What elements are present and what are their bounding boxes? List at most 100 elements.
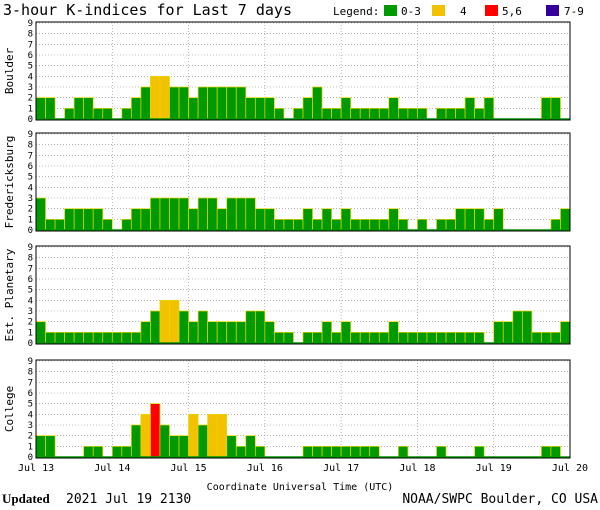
y-tick-label: 4 <box>28 296 33 306</box>
bar <box>331 445 342 458</box>
panel-frame <box>35 245 571 345</box>
bar <box>264 208 275 231</box>
bar <box>150 310 161 344</box>
x-tick-label: Jul 17 <box>323 463 359 474</box>
bar <box>235 445 247 458</box>
bar <box>178 310 189 344</box>
bar <box>131 331 142 344</box>
bar <box>417 107 428 120</box>
bar <box>474 107 485 120</box>
bar <box>197 86 208 120</box>
bar <box>235 321 247 344</box>
y-tick-label: 5 <box>28 173 33 183</box>
legend-item-4: 4 <box>460 5 467 18</box>
bar <box>245 310 256 344</box>
bar <box>102 107 113 120</box>
bar <box>378 107 390 120</box>
bar <box>398 445 409 458</box>
bar <box>111 445 123 458</box>
bar <box>550 445 561 458</box>
bar <box>83 208 94 231</box>
bar <box>121 445 132 458</box>
y-tick-label: 8 <box>28 368 33 378</box>
bar <box>464 331 475 344</box>
bar <box>216 413 228 458</box>
bar <box>245 435 256 458</box>
bar <box>226 197 237 231</box>
x-tick-label: Jul 16 <box>247 463 283 474</box>
bar <box>350 107 361 120</box>
y-tick-label: 3 <box>28 83 33 93</box>
bar <box>254 445 266 458</box>
credit: NOAA/SWPC Boulder, CO USA <box>402 492 598 507</box>
legend-item-0-3: 0-3 <box>401 5 421 18</box>
bar <box>331 107 342 120</box>
bar <box>417 218 428 231</box>
bar <box>92 331 104 344</box>
bar <box>92 107 104 120</box>
bar <box>150 197 161 231</box>
bar <box>226 321 237 344</box>
bar <box>455 208 466 231</box>
bar <box>235 86 247 120</box>
bar <box>340 321 352 344</box>
bar <box>169 435 180 458</box>
y-tick-label: 6 <box>28 275 33 285</box>
bar <box>293 218 304 231</box>
bar <box>378 218 390 231</box>
bar <box>64 208 75 231</box>
y-tick-label: 4 <box>28 183 33 193</box>
bar <box>216 86 228 120</box>
bar <box>188 321 199 344</box>
bar <box>560 321 571 344</box>
y-tick-label: 9 <box>28 19 33 29</box>
bar <box>45 97 56 120</box>
bar <box>83 331 94 344</box>
bar <box>436 218 447 231</box>
bar <box>474 331 485 344</box>
bar <box>321 321 332 344</box>
y-tick-label: 8 <box>28 141 33 151</box>
x-tick-label: Jul 18 <box>399 463 435 474</box>
bar <box>197 197 208 231</box>
bar <box>188 413 199 458</box>
y-tick-label: 1 <box>28 442 33 452</box>
bar <box>226 86 237 120</box>
y-tick-label: 7 <box>28 264 33 274</box>
updated-label: Updated <box>2 491 50 506</box>
bar <box>302 445 313 458</box>
bar <box>521 310 533 344</box>
bar <box>159 75 170 120</box>
bar <box>350 218 361 231</box>
bar <box>340 445 352 458</box>
bar <box>493 208 504 231</box>
bar <box>169 86 180 120</box>
bar <box>541 445 552 458</box>
y-tick-label: 1 <box>28 328 33 338</box>
y-tick-label: 2 <box>28 432 33 442</box>
bar <box>436 331 447 344</box>
bar <box>159 424 170 458</box>
legend-swatch-7-9 <box>546 5 559 16</box>
bar <box>312 445 323 458</box>
legend-swatch-5-6 <box>485 5 498 16</box>
bar <box>102 218 113 231</box>
bar <box>359 445 371 458</box>
x-tick-label: Jul 13 <box>18 463 54 474</box>
bar <box>131 97 142 120</box>
legend-item-7-9: 7-9 <box>564 5 584 18</box>
y-tick-label: 9 <box>28 243 33 253</box>
bar <box>73 208 85 231</box>
x-tick-label: Jul 14 <box>94 463 130 474</box>
bar <box>321 208 332 231</box>
bar <box>35 197 46 231</box>
bar <box>83 97 94 120</box>
bar <box>274 107 285 120</box>
bar <box>445 107 456 120</box>
bar <box>312 331 323 344</box>
bar <box>274 218 285 231</box>
bar <box>359 331 371 344</box>
y-tick-label: 5 <box>28 62 33 72</box>
y-axis-label: Est. Planetary <box>3 248 16 341</box>
